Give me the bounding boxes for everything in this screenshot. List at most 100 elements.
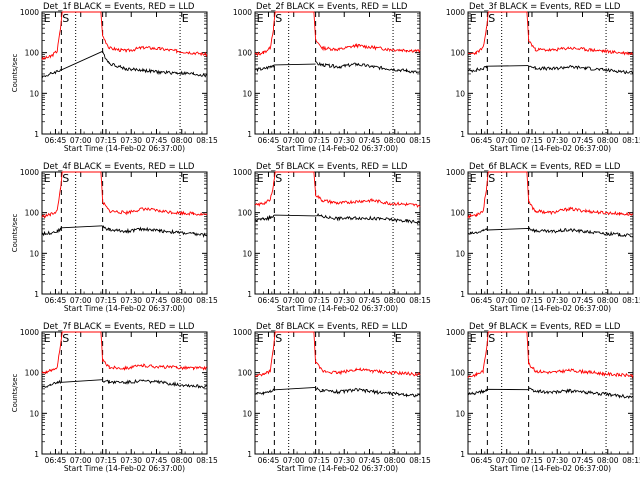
x-tick-label: 06:45 [258, 296, 280, 305]
interval-marker: S [62, 172, 69, 185]
chart-title: Det_9f BLACK = Events, RED = LLD [469, 322, 621, 332]
lld-series-line [467, 171, 634, 219]
x-tick-label: 07:30 [546, 136, 568, 145]
x-tick-label: 07:00 [496, 296, 518, 305]
y-tick-label: 100 [238, 209, 253, 218]
plot-frame [467, 331, 634, 455]
x-tick-label: 07:00 [283, 136, 305, 145]
y-tick-label: 1 [460, 130, 465, 139]
x-tick-label: 08:15 [196, 456, 218, 465]
y-tick-label: 10 [242, 89, 252, 98]
x-tick-label: 07:15 [95, 456, 117, 465]
interval-marker: E [257, 332, 264, 345]
interval-marker: S [275, 332, 282, 345]
plot-frame [254, 331, 421, 455]
y-tick-label: 1000 [446, 168, 465, 177]
y-tick-label: 100 [238, 49, 253, 58]
interval-marker: E [182, 12, 189, 25]
x-tick-label: 08:15 [622, 296, 640, 305]
plot-frame [41, 171, 208, 295]
x-tick-label: 07:30 [120, 296, 142, 305]
x-tick-label: 07:45 [572, 456, 594, 465]
x-tick-label: 07:45 [359, 136, 381, 145]
events-series-line [254, 61, 421, 74]
y-tick-label: 1 [34, 130, 39, 139]
x-tick-label: 06:45 [45, 136, 67, 145]
chart-panel: Det_4f BLACK = Events, RED = LLD 1 10 100 10… [11, 162, 218, 313]
y-tick-label: 10 [242, 249, 252, 258]
interval-marker: E [395, 332, 402, 345]
y-tick-label: 100 [25, 369, 40, 378]
events-series-line [41, 378, 208, 389]
events-series-line [467, 65, 634, 75]
y-tick-label: 10 [455, 409, 465, 418]
chart-title: Det_3f BLACK = Events, RED = LLD [469, 2, 621, 12]
x-tick-label: 07:00 [283, 296, 305, 305]
interval-marker: E [608, 172, 615, 185]
y-tick-label: 100 [25, 49, 40, 58]
interval-marker: E [608, 332, 615, 345]
x-tick-label: 08:15 [622, 456, 640, 465]
x-tick-label: 07:45 [146, 456, 168, 465]
chart-panel: Det_1f BLACK = Events, RED = LLD 1 10 100 10… [11, 2, 218, 153]
x-tick-label: 07:30 [546, 296, 568, 305]
interval-marker: E [44, 332, 51, 345]
chart-panel: Det_9f BLACK = Events, RED = LLD 1 10 100 10… [446, 322, 640, 473]
y-tick-label: 1 [247, 130, 252, 139]
y-tick-label: 100 [451, 209, 466, 218]
interval-marker: S [488, 172, 495, 185]
x-tick-label: 07:45 [359, 456, 381, 465]
y-tick-label: 1 [247, 450, 252, 459]
x-tick-label: 07:45 [572, 136, 594, 145]
y-tick-label: 100 [451, 369, 466, 378]
x-tick-label: 07:15 [521, 456, 543, 465]
x-axis-label: Start Time (14-Feb-02 06:37:00) [64, 144, 185, 153]
x-axis-label: Start Time (14-Feb-02 06:37:00) [277, 464, 398, 473]
chart-title: Det_2f BLACK = Events, RED = LLD [256, 2, 408, 12]
interval-marker: E [395, 12, 402, 25]
x-tick-label: 08:00 [171, 456, 193, 465]
y-tick-label: 10 [455, 89, 465, 98]
x-tick-label: 07:00 [283, 456, 305, 465]
x-tick-label: 07:00 [70, 136, 92, 145]
plot-frame [41, 11, 208, 135]
chart-panel: Det_6f BLACK = Events, RED = LLD 1 10 100 10… [446, 162, 640, 313]
x-axis-label: Start Time (14-Feb-02 06:37:00) [277, 304, 398, 313]
x-tick-label: 08:15 [409, 296, 431, 305]
interval-marker: E [395, 172, 402, 185]
chart-title: Det_6f BLACK = Events, RED = LLD [469, 162, 621, 172]
x-tick-label: 07:00 [496, 136, 518, 145]
interval-marker: E [470, 172, 477, 185]
x-tick-label: 06:45 [45, 296, 67, 305]
y-tick-label: 1 [460, 290, 465, 299]
x-tick-label: 07:00 [496, 456, 518, 465]
lld-series-line [467, 331, 634, 379]
y-axis-label: Counts/sec [11, 54, 19, 93]
y-tick-label: 1000 [446, 8, 465, 17]
y-tick-label: 10 [455, 249, 465, 258]
x-tick-label: 08:15 [196, 136, 218, 145]
x-tick-label: 08:15 [409, 136, 431, 145]
y-tick-label: 1 [247, 290, 252, 299]
x-tick-label: 07:45 [359, 296, 381, 305]
y-tick-label: 1000 [20, 8, 39, 17]
y-tick-label: 1 [34, 290, 39, 299]
interval-marker: S [488, 332, 495, 345]
x-tick-label: 07:00 [70, 296, 92, 305]
chart-panel: Det_2f BLACK = Events, RED = LLD 1 10 100 10… [233, 2, 431, 153]
x-tick-label: 07:15 [521, 136, 543, 145]
y-tick-label: 10 [29, 409, 39, 418]
y-tick-label: 100 [25, 209, 40, 218]
y-tick-label: 100 [451, 49, 466, 58]
y-tick-label: 1000 [20, 328, 39, 337]
interval-marker: S [62, 332, 69, 345]
y-tick-label: 1000 [20, 168, 39, 177]
interval-marker: S [488, 12, 495, 25]
interval-marker: E [182, 172, 189, 185]
y-tick-label: 10 [29, 249, 39, 258]
lld-series-line [41, 11, 208, 61]
events-series-line [254, 386, 421, 398]
interval-marker: E [608, 12, 615, 25]
x-tick-label: 06:45 [258, 456, 280, 465]
